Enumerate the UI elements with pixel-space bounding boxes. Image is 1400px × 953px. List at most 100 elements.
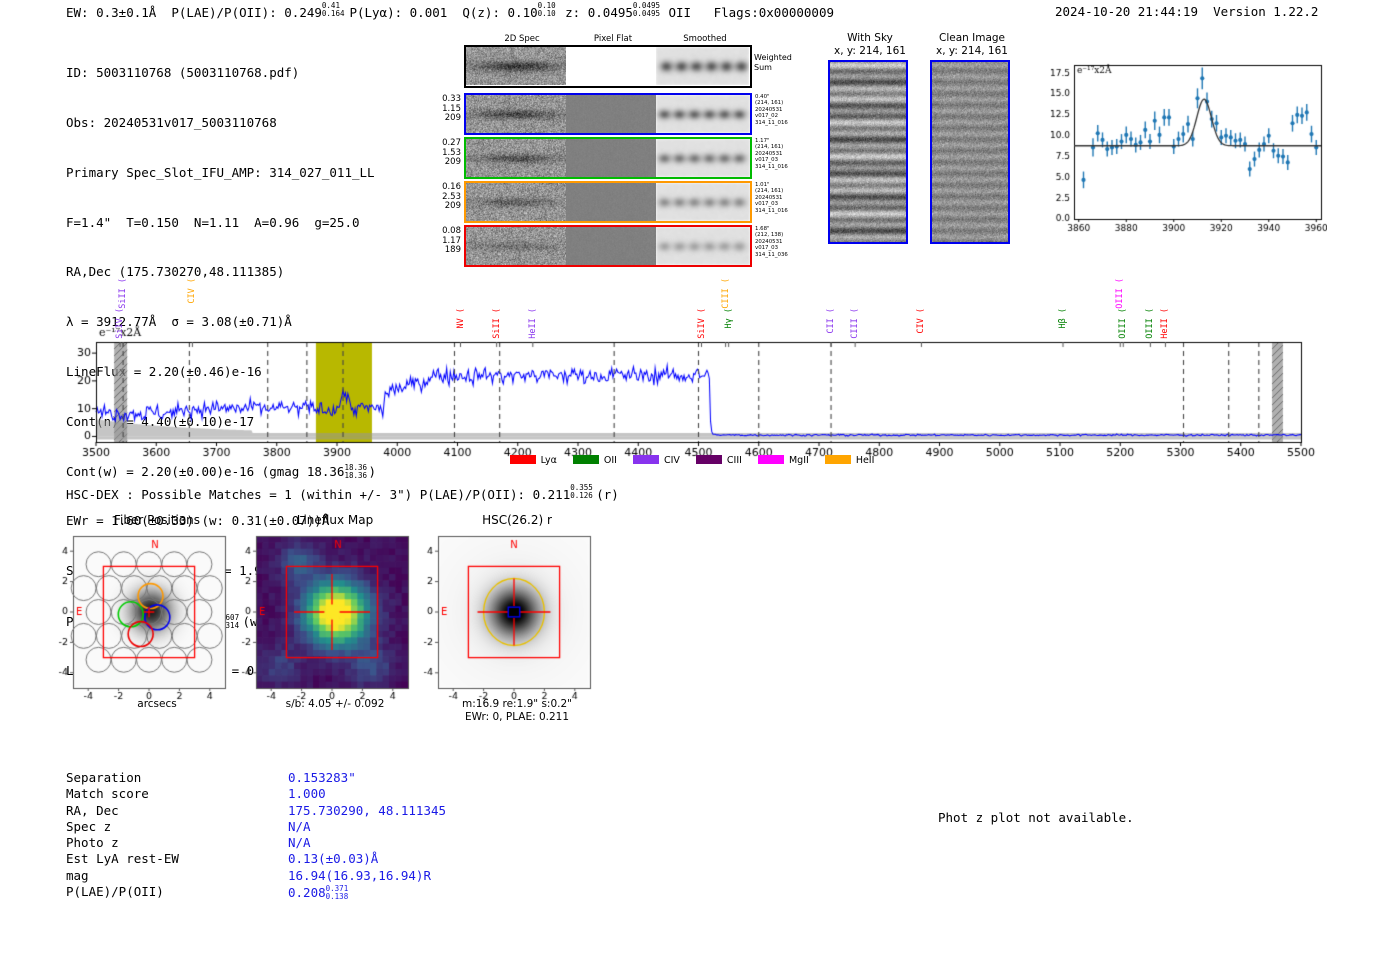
legend-item: CIII [695,455,742,466]
spec-row-meta-line: (214, 161) [755,100,784,107]
spec-row-meta-line: 314_11_016 [755,119,788,126]
weighted-2dspec-image [466,47,566,85]
header-qz-label: Q(z): [462,5,500,20]
hscdex-plae-lo: 0.126 [570,491,593,500]
spec-row-val2: 1.17 [442,235,461,246]
spec-row-val3: 209 [444,157,461,167]
header-plya: P(Lyα): 0.001 [349,5,448,20]
spec-row-meta-line: 1.01" [755,182,770,188]
legend-item: OII [572,455,617,466]
legend-item: CIV [632,455,680,466]
info-id: ID: 5003110768 (5003110768.pdf) [66,65,300,81]
header-z-lo: 0.0495 [632,9,660,18]
clean-image-xy: x, y: 214, 161 [936,44,1008,57]
emission-line-label: Hγ ( [723,308,734,329]
emission-line-label: CIII ( [720,278,731,309]
header-plae-label: P(LAE)/P(OII): [171,5,277,20]
spec-row-meta-line: v017_03 [755,201,779,208]
spec-smoothed-image [656,139,750,177]
legend-swatch [632,455,659,464]
spec-row-meta-line: (214, 161) [755,188,784,195]
with-sky-cutout [828,60,908,244]
hscdex-header-band: (r) [596,487,619,502]
emission-line-label: CIV ( [916,308,927,334]
spec-row-meta: 1.01" (214, 161) 20240531 v017_03 314_11_016 [755,182,815,214]
emission-line-label: SiIV ( [696,308,707,339]
spec-2dspec-image [466,227,566,265]
spec-pixelflat-image [566,95,656,133]
header-plae-lo: 0.164 [321,9,345,18]
lineflux-map-title: Lineflux Map [296,513,374,527]
match-table-value: N/A [288,818,311,834]
with-sky-title: With Sky [847,32,893,44]
legend-swatch [824,455,851,464]
legend-item: HeII [824,455,875,466]
legend-item: Lyα [509,455,557,466]
match-table-value: N/A [288,835,311,851]
info-ewr: EWr = 1.60(±0.33) (w: 0.31(±0.07))Å [66,513,330,529]
spec-column-title-2dspec: 2D Spec [504,34,540,44]
spec-row-val1: 0.33 [442,94,461,104]
emission-line-label: SiIV ( [115,308,126,339]
match-table-key: Match score [66,786,149,802]
spec-row-val1: 0.27 [442,138,461,148]
weighted-label-line1: Weighted [754,53,792,62]
spec-smoothed-image [656,183,750,221]
legend-swatch [695,455,722,464]
match-table-key: Spec z [66,818,112,834]
weighted-label-line2: Sum [754,62,772,72]
match-table-value: 175.730290, 48.111345 [288,802,447,818]
full-spectrum-panel: SiIV (SiII (CIV (NV (SiII (HeII (SiIV (C… [0,270,1400,480]
match-table-key: Separation [66,770,142,785]
legend-label: Lyα [540,455,557,466]
spec-row-meta-line: 0.40" [755,94,770,100]
match-table-value: 16.94(16.93,16.94)R [288,867,431,883]
spec-row-meta-line: v017_02 [755,113,779,120]
header-qz-lo: 0.10 [537,9,556,18]
spec-row-val3: 209 [444,113,461,123]
spec-row-meta-line: 20240531 [755,238,783,245]
spec-row-meta: 1.68" (212, 138) 20240531 v017_03 314_11_036 [755,226,815,258]
weighted-smoothed-image [656,47,749,85]
legend-label: HeII [855,455,875,466]
spec-row-val2: 2.53 [442,191,461,202]
fiber-positions-title: Fiber Positions [113,513,201,527]
spec-row-val2: 1.53 [442,147,461,158]
with-sky-xy: x, y: 214, 161 [834,44,906,57]
hsc-r-sub2: EWr: 0, PLAE: 0.211 [464,711,570,723]
match-plae-hi: 0.371 [325,884,349,894]
spec-column-title-smoothed: Smoothed [683,34,727,44]
match-table-key: P(LAE)/P(OII) [66,884,164,900]
fiber-positions-xlabel: arcsecs [137,698,177,710]
hsc-r-sublabels: m:16.9 re:1.9" s:0.2" EWr: 0, PLAE: 0.21… [422,698,612,724]
weighted-sum-strip [464,45,752,88]
spec-row-meta-line: 314_11_016 [755,163,788,170]
header-datetime: 2024-10-20 21:44:19 [1055,4,1198,19]
spec-row-meta-line: (212, 138) [755,232,784,239]
emission-line-label: CIV ( [187,278,198,304]
match-plae-lo: 0.138 [325,892,349,902]
match-table-key: Photo z [66,835,119,851]
spec-row-meta-line: 20240531 [755,150,783,157]
spec-row-val1: 0.08 [442,226,461,236]
spec-row-val3: 209 [444,201,461,211]
lineflux-sb-label: s/b: 4.05 +/- 0.092 [285,698,385,710]
clean-image-header: Clean Image x, y: 214, 161 [922,32,1022,57]
header-datetime-version: 2024-10-20 21:44:19 Version 1.22.2 [1055,4,1318,19]
spec-smoothed-image [656,227,750,265]
hscdex-header: HSC-DEX : Possible Matches = 1 (within +… [66,483,619,502]
header-qz-value: 0.10 [507,5,538,20]
emission-line-label: SiII ( [118,278,129,309]
emission-line-label: NV ( [455,308,466,329]
fiber-positions-panel [45,528,240,718]
spec-smoothed-image [656,95,750,133]
spec-row-stats: 0.27 1.53 209 [435,138,461,168]
spec-row-val1: 0.16 [442,182,461,192]
legend-item: MgII [757,455,809,466]
spec-pixelflat-image [566,227,656,265]
header-version: Version 1.22.2 [1213,4,1319,19]
hsc-r-sub1: m:16.9 re:1.9" s:0.2" [462,698,572,710]
info-primary-spec-slot: Primary Spec_Slot_IFU_AMP: 314_027_011_L… [66,164,375,180]
spec-row-stats: 0.16 2.53 209 [435,182,461,212]
header-z-value: 0.0495 [587,5,633,20]
